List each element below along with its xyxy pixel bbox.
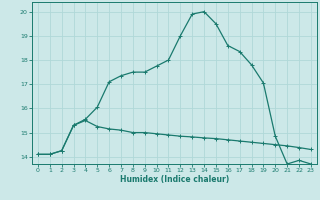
- X-axis label: Humidex (Indice chaleur): Humidex (Indice chaleur): [120, 175, 229, 184]
